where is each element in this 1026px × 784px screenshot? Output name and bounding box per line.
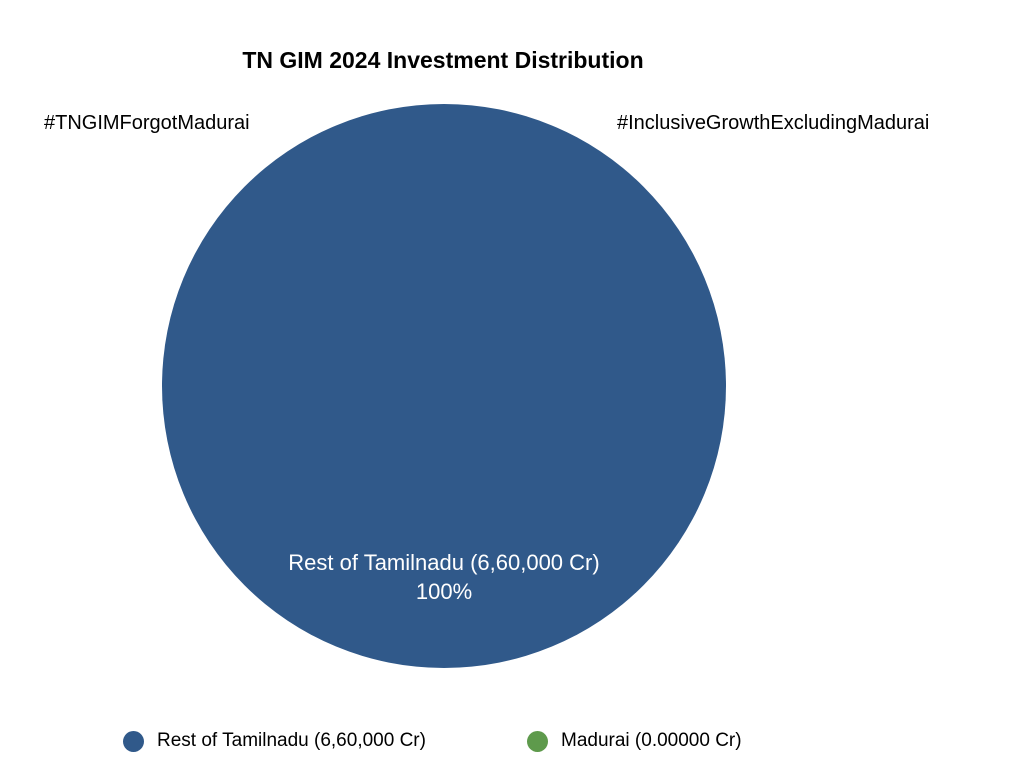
legend-label: Madurai (0.00000 Cr) xyxy=(561,730,742,751)
slice-data-label: Rest of Tamilnadu (6,60,000 Cr) xyxy=(288,550,599,575)
legend-swatch-madurai xyxy=(527,730,548,752)
hashtag-annotation-left: #TNGIMForgotMadurai xyxy=(44,112,250,134)
pie-slice-0 xyxy=(162,104,726,668)
legend-swatch-rest-of-tamilnadu xyxy=(123,730,144,752)
legend-item-rest-of-tamilnadu: Rest of Tamilnadu (6,60,000 Cr) xyxy=(123,730,426,752)
hashtag-annotation-right: #InclusiveGrowthExcludingMadurai xyxy=(617,112,930,134)
slice-percent-label: 100% xyxy=(416,579,472,604)
chart-title: TN GIM 2024 Investment Distribution xyxy=(242,47,644,73)
legend-item-madurai: Madurai (0.00000 Cr) xyxy=(527,730,742,752)
legend-label: Rest of Tamilnadu (6,60,000 Cr) xyxy=(157,730,426,751)
